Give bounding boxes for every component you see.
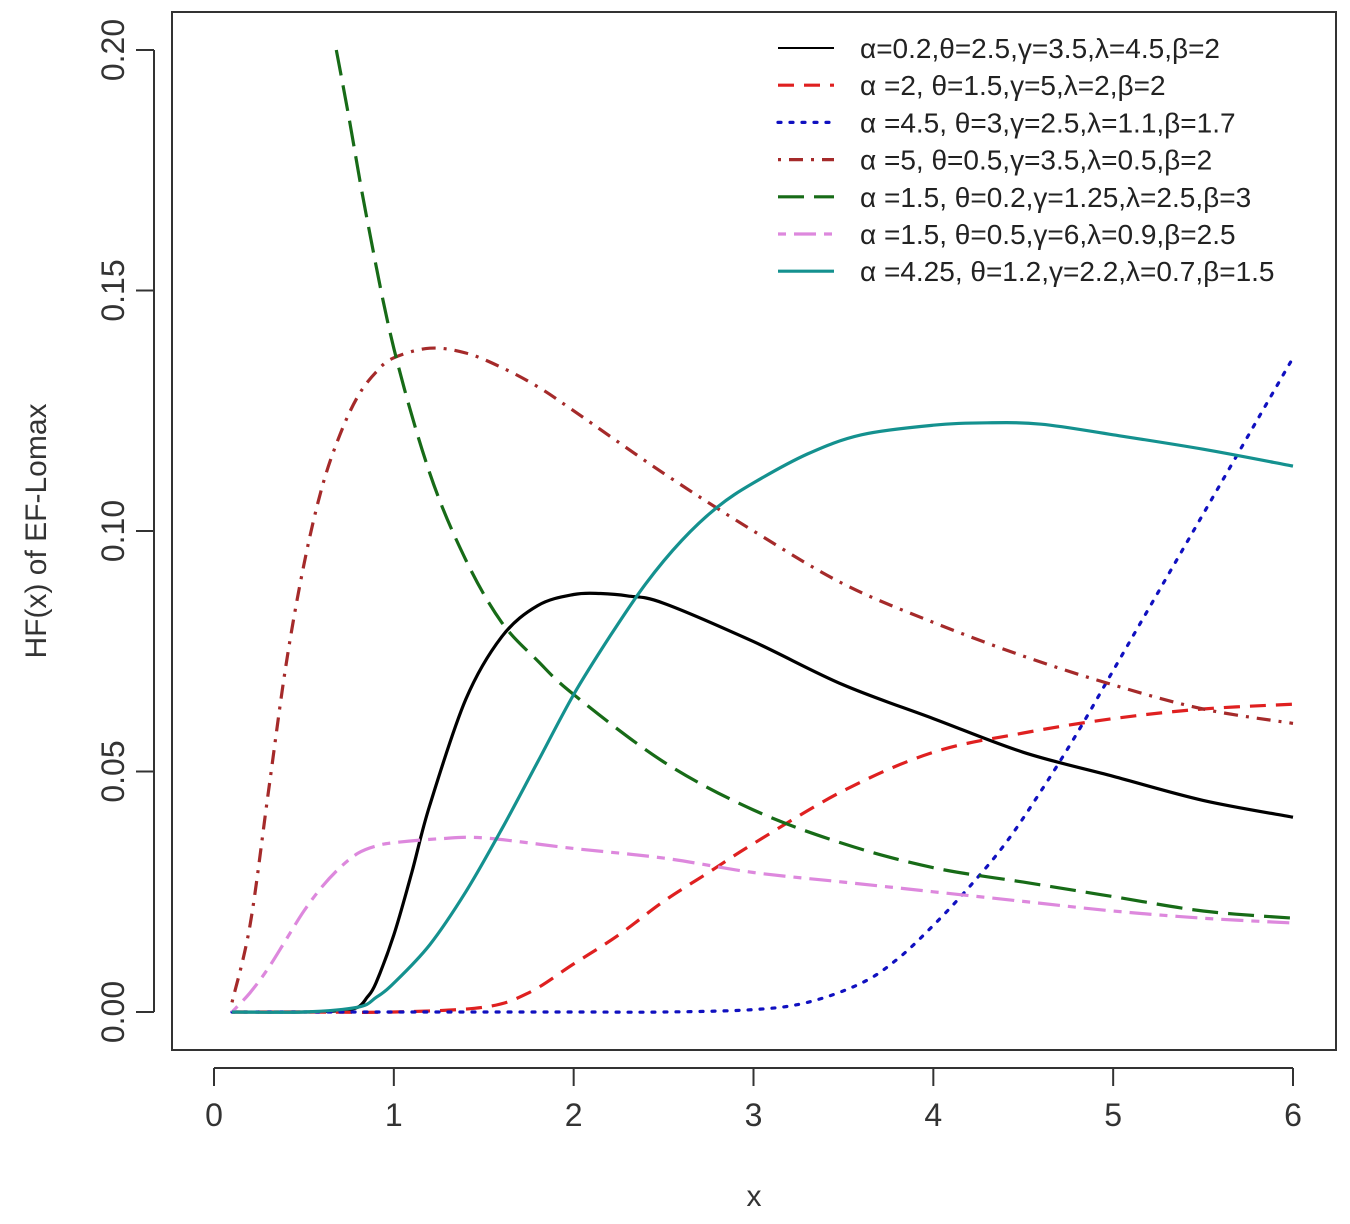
legend-label-5: α =1.5, θ=0.2,γ=1.25,λ=2.5,β=3: [860, 182, 1251, 213]
series-line-7: [231, 421, 1294, 1014]
x-tick-label: 6: [1284, 1097, 1302, 1133]
y-axis: 0.00 0.05 0.10 0.15 0.20: [95, 19, 155, 1043]
series-layer: [230, 49, 1295, 1014]
y-axis-title: HF(x) of EF-Lomax: [20, 403, 53, 658]
x-tick-label: 0: [205, 1097, 223, 1133]
legend-label-7: α =4.25, θ=1.2,γ=2.2,λ=0.7,β=1.5: [860, 256, 1275, 287]
series-line-5: [334, 49, 1294, 920]
x-tick-label: 4: [924, 1097, 942, 1133]
series-line-1: [231, 591, 1294, 1014]
y-tick-label: 0.10: [95, 500, 131, 562]
series-line-6: [230, 835, 1294, 1014]
legend-label-2: α =2, θ=1.5,γ=5,λ=2,β=2: [860, 70, 1166, 101]
y-tick-label: 0.15: [95, 259, 131, 321]
legend: α=0.2,θ=2.5,γ=3.5,λ=4.5,β=2 α =2, θ=1.5,γ…: [776, 33, 1275, 287]
x-axis-title: x: [747, 1180, 762, 1213]
series-line-3: [230, 356, 1295, 1014]
x-axis: 0 1 2 3 4 5 6: [205, 1067, 1302, 1133]
series-line-4: [230, 346, 1294, 1003]
series-line-2: [232, 702, 1294, 1014]
y-tick-label: 0.05: [95, 740, 131, 802]
legend-label-6: α =1.5, θ=0.5,γ=6,λ=0.9,β=2.5: [860, 219, 1236, 250]
legend-label-3: α =4.5, θ=3,γ=2.5,λ=1.1,β=1.7: [860, 107, 1236, 138]
plot-frame: [171, 11, 1337, 1051]
legend-label-4: α =5, θ=0.5,γ=3.5,λ=0.5,β=2: [860, 145, 1212, 176]
x-tick-label: 3: [745, 1097, 763, 1133]
x-tick-label: 2: [565, 1097, 583, 1133]
y-tick-label: 0.20: [95, 19, 131, 81]
x-tick-label: 1: [385, 1097, 403, 1133]
x-tick-label: 5: [1104, 1097, 1122, 1133]
legend-label-1: α=0.2,θ=2.5,γ=3.5,λ=4.5,β=2: [860, 33, 1220, 64]
y-tick-label: 0.00: [95, 981, 131, 1043]
